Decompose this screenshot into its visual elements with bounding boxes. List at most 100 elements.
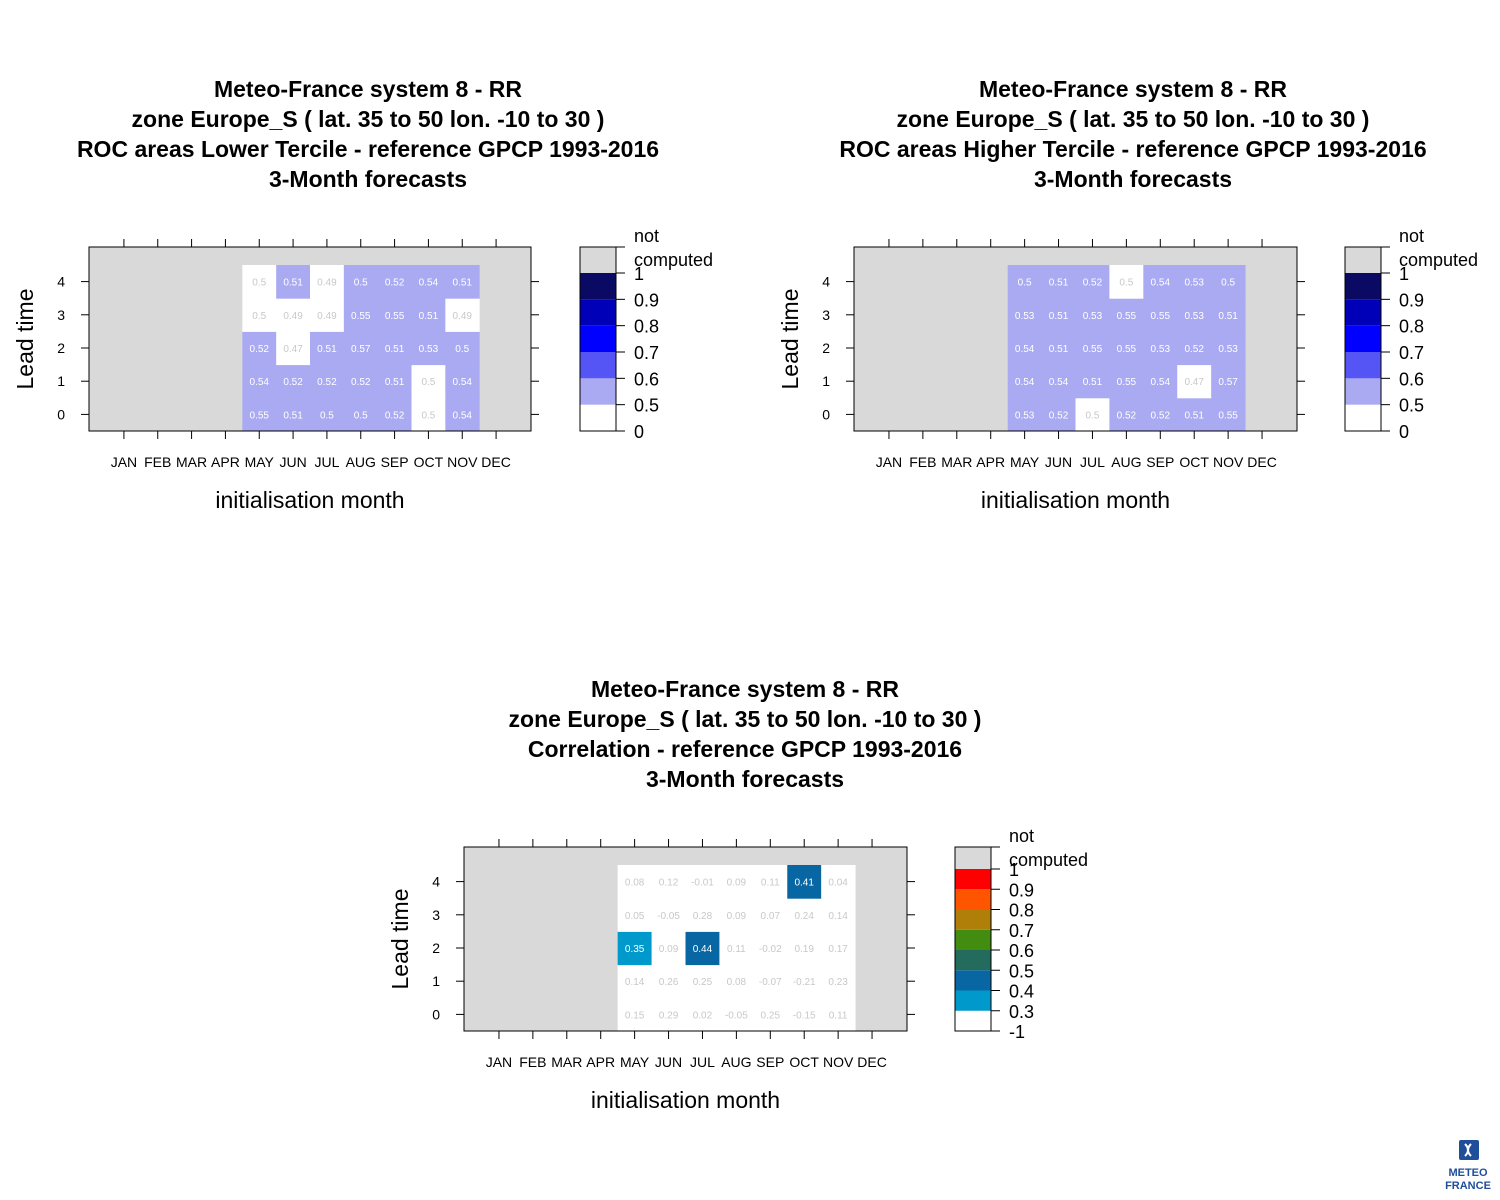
cell-value-label: 0.5 <box>1018 278 1032 289</box>
heatmap-cell <box>1007 331 1043 366</box>
cell-value-label: 0.54 <box>419 278 439 289</box>
heatmap-cell <box>1109 265 1144 299</box>
cell-value-label: 0.53 <box>1184 278 1204 289</box>
heatmap-cell <box>685 931 720 966</box>
x-tick-label: SEP <box>381 454 409 470</box>
plot-frame <box>463 846 908 1032</box>
heatmap-cell <box>1109 298 1144 332</box>
legend-missing-label: computed <box>634 250 713 270</box>
x-tick-label: MAR <box>551 1054 582 1070</box>
heatmap-cell <box>445 397 480 432</box>
x-tick-label: JAN <box>111 454 137 470</box>
heatmap-cell <box>1211 265 1246 299</box>
heatmap-cell <box>411 331 446 366</box>
legend-swatch <box>580 273 616 300</box>
heatmap-cell <box>753 964 788 999</box>
legend-break-label: 0.5 <box>634 396 659 416</box>
heatmap-cell <box>276 331 311 366</box>
cell-value-label: 0.53 <box>419 344 439 355</box>
legend-break-label: 1 <box>634 264 644 284</box>
x-tick-label: DEC <box>481 454 511 470</box>
heatmap-cell <box>753 997 788 1032</box>
cell-value-label: 0.52 <box>317 377 337 388</box>
legend-missing-swatch <box>1345 247 1381 273</box>
cell-value-label: 0.49 <box>317 278 337 289</box>
legend-swatch <box>955 869 991 890</box>
heatmap-cell <box>242 364 277 399</box>
heatmap-cell <box>377 331 412 366</box>
cell-value-label: 0.54 <box>1151 278 1171 289</box>
heatmap-cell <box>685 964 720 999</box>
cell-value-label: 0.51 <box>385 344 405 355</box>
x-tick-label: NOV <box>447 454 478 470</box>
cell-value-label: 0.5 <box>1119 278 1133 289</box>
cell-value-label: 0.5 <box>252 311 266 322</box>
chart-panel-2: Meteo-France system 8 - RR zone Europe_S … <box>387 676 1088 1113</box>
cell-value-label: -0.07 <box>759 977 782 988</box>
cell-value-label: -0.21 <box>793 977 816 988</box>
heatmap-cell <box>719 898 754 932</box>
x-tick-label: SEP <box>1146 454 1174 470</box>
legend-break-label: 0.6 <box>1009 941 1034 961</box>
heatmap-cell <box>651 865 686 899</box>
heatmap-cell <box>1109 364 1144 399</box>
x-tick-label: AUG <box>1111 454 1141 470</box>
heatmap-cell <box>651 898 686 932</box>
cell-value-label: 0.51 <box>317 344 337 355</box>
heatmap-cell <box>343 265 379 299</box>
heatmap-cell <box>343 298 379 332</box>
legend-break-label: 0 <box>634 422 644 442</box>
cell-value-label: 0.51 <box>419 311 439 322</box>
heatmap-cell <box>1211 397 1246 432</box>
heatmap-cell <box>821 865 856 899</box>
heatmap-cell <box>719 997 754 1032</box>
heatmap-cell <box>787 898 822 932</box>
heatmap-cell <box>1007 397 1043 432</box>
x-tick-label: SEP <box>756 1054 784 1070</box>
y-tick-label: 4 <box>57 274 65 290</box>
heatmap-cell <box>1177 364 1212 399</box>
heatmap-cell <box>1007 364 1043 399</box>
cell-value-label: 0.14 <box>625 977 645 988</box>
x-axis-label: initialisation month <box>981 487 1170 513</box>
heatmap-cell <box>1007 298 1043 332</box>
cell-value-label: 0.09 <box>727 911 747 922</box>
cell-value-label: 0.51 <box>283 278 303 289</box>
heatmap-cell <box>377 265 412 299</box>
chart-title-line: zone Europe_S ( lat. 35 to 50 lon. -10 t… <box>897 106 1370 132</box>
legend-break-label: 1 <box>1399 264 1409 284</box>
cell-value-label: 0.5 <box>354 410 368 421</box>
cell-value-label: 0.5 <box>320 410 334 421</box>
cell-value-label: 0.53 <box>1015 410 1035 421</box>
legend-break-label: 0.8 <box>1009 901 1034 921</box>
cell-value-label: 0.41 <box>794 878 814 889</box>
heatmap-cell <box>1075 298 1110 332</box>
legend-swatch <box>1345 352 1381 379</box>
cell-value-label: 0.11 <box>727 944 746 955</box>
cell-value-label: 0.23 <box>828 977 848 988</box>
heatmap-cell <box>1143 298 1178 332</box>
heatmap-cell <box>821 898 856 932</box>
heatmap-cell <box>276 364 311 399</box>
heatmap-cell <box>445 331 480 366</box>
cell-value-label: 0.55 <box>351 311 371 322</box>
heatmap-cell <box>1143 364 1178 399</box>
cell-value-label: 0.55 <box>1151 311 1171 322</box>
heatmap-cell <box>685 898 720 932</box>
heatmap-cell <box>242 265 277 299</box>
cell-value-label: 0.49 <box>283 311 303 322</box>
x-tick-label: JUN <box>1045 454 1072 470</box>
y-tick-label: 1 <box>822 373 830 389</box>
y-axis-label: Lead time <box>12 288 38 389</box>
y-tick-label: 1 <box>432 973 440 989</box>
y-tick-label: 3 <box>822 307 830 323</box>
legend-swatch <box>955 909 991 930</box>
cell-value-label: 0.52 <box>1083 278 1103 289</box>
heatmap-cell <box>1177 265 1212 299</box>
x-tick-label: OCT <box>1179 454 1209 470</box>
cell-value-label: 0.15 <box>625 1010 645 1021</box>
cell-value-label: 0.5 <box>421 377 435 388</box>
heatmap-cell <box>411 364 446 399</box>
heatmap-cell <box>1075 364 1110 399</box>
